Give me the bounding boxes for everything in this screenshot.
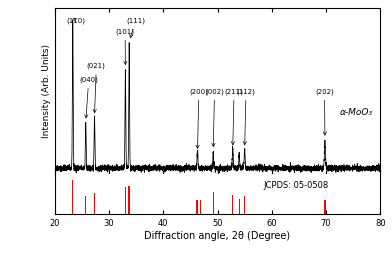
Bar (72, 180, 73, 214)
Text: (002): (002) (205, 88, 224, 147)
Text: (101): (101) (116, 28, 134, 64)
Text: (112): (112) (236, 88, 256, 145)
Bar (232, 195, 233, 214)
Bar (212, 192, 214, 214)
Bar (85, 196, 87, 214)
Text: (040): (040) (79, 76, 98, 118)
Bar (239, 199, 240, 214)
Text: (211): (211) (225, 88, 243, 145)
Text: (110): (110) (67, 17, 86, 23)
Text: JCPDS: 05-0508: JCPDS: 05-0508 (264, 181, 329, 190)
Bar (324, 200, 326, 214)
Y-axis label: Intensity (Arb. Units): Intensity (Arb. Units) (42, 44, 51, 138)
Text: (202): (202) (315, 88, 334, 135)
Bar (94, 194, 95, 214)
Text: α-MoO₃: α-MoO₃ (339, 108, 373, 117)
Bar (196, 200, 198, 214)
Text: (200): (200) (189, 88, 208, 148)
Bar (244, 196, 245, 214)
Text: (021): (021) (87, 63, 106, 113)
Bar (125, 187, 126, 214)
Bar (200, 200, 201, 214)
Bar (129, 186, 130, 214)
X-axis label: Diffraction angle, 2θ (Degree): Diffraction angle, 2θ (Degree) (145, 231, 290, 241)
Text: (111): (111) (127, 17, 145, 38)
